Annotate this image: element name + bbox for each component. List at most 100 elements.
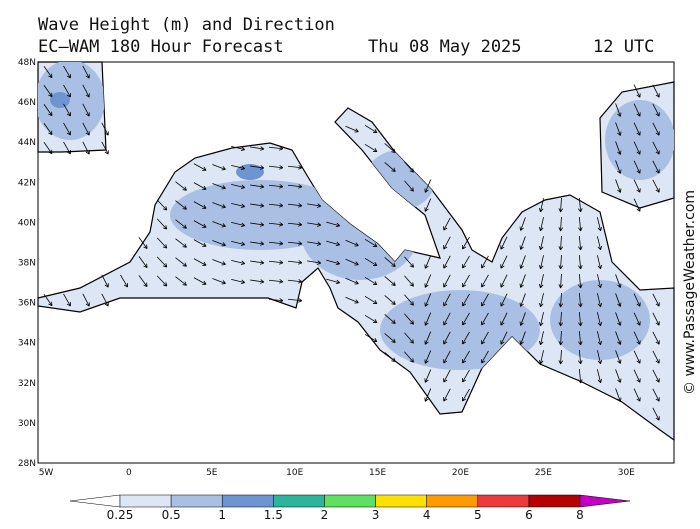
- arrow: [82, 65, 90, 79]
- arrow: [101, 122, 109, 136]
- arrow: [404, 180, 414, 192]
- arrow: [175, 276, 187, 286]
- lat-label: 48N: [18, 58, 36, 68]
- arrow: [193, 220, 207, 228]
- arrow: [652, 293, 660, 307]
- arrow: [231, 278, 246, 285]
- arrow: [63, 65, 71, 79]
- arrow: [364, 257, 378, 267]
- arrow: [384, 352, 396, 362]
- arrow: [364, 314, 378, 324]
- lon-label: 30E: [618, 468, 635, 478]
- arrow: [404, 161, 414, 173]
- arrow: [326, 278, 341, 285]
- arrow: [345, 277, 359, 285]
- arrow: [578, 330, 583, 346]
- lat-label: 30N: [18, 419, 36, 429]
- arrow: [268, 184, 284, 189]
- arrow: [120, 274, 128, 288]
- lat-label: 38N: [18, 259, 36, 269]
- arrow: [652, 388, 660, 402]
- colorbar-label: 1: [218, 508, 226, 522]
- arrow: [578, 311, 583, 327]
- arrow: [462, 274, 470, 288]
- arrow: [462, 312, 470, 326]
- arrow: [481, 255, 489, 269]
- arrow: [558, 273, 564, 289]
- colorbar-label: 2: [321, 508, 329, 522]
- arrow: [462, 369, 470, 383]
- arrow: [596, 217, 603, 232]
- arrow: [193, 163, 207, 171]
- arrow: [424, 388, 432, 402]
- arrow: [287, 222, 303, 227]
- arrow: [345, 239, 359, 247]
- arrow: [250, 146, 265, 151]
- arrow: [519, 331, 526, 345]
- arrow: [175, 257, 187, 267]
- arrow: [268, 241, 284, 246]
- arrow: [615, 350, 622, 364]
- arrow: [538, 331, 544, 346]
- lat-label: 40N: [18, 218, 36, 228]
- arrow: [652, 103, 660, 117]
- arrow: [615, 369, 622, 383]
- arrow: [443, 293, 451, 307]
- arrow: [652, 369, 660, 383]
- arrow: [326, 259, 341, 266]
- arrow: [326, 240, 341, 247]
- arrow: [424, 369, 432, 383]
- arrow: [345, 258, 359, 266]
- arrow: [156, 218, 168, 230]
- arrow: [138, 256, 148, 269]
- arrow: [443, 236, 451, 250]
- arrow: [231, 145, 246, 152]
- arrow: [307, 222, 322, 227]
- arrow: [384, 295, 396, 305]
- arrow: [268, 165, 284, 170]
- arrow: [538, 255, 544, 270]
- arrow: [175, 200, 187, 210]
- arrow: [82, 122, 90, 136]
- arrow: [462, 388, 470, 402]
- arrow: [558, 254, 564, 270]
- arrow: [481, 274, 489, 288]
- wave-patch: [50, 92, 70, 108]
- colorbar-label: 5: [474, 508, 482, 522]
- arrow: [384, 333, 396, 343]
- arrow: [578, 197, 583, 213]
- arrow: [596, 274, 603, 289]
- arrow: [596, 236, 603, 251]
- arrow: [500, 274, 508, 288]
- arrow: [462, 255, 470, 269]
- arrow: [156, 237, 168, 249]
- arrow: [212, 221, 226, 228]
- arrow: [652, 407, 660, 421]
- arrow: [615, 331, 622, 345]
- arrow: [156, 199, 168, 211]
- arrow: [404, 256, 414, 268]
- arrow: [633, 179, 641, 193]
- arrow: [519, 312, 526, 326]
- arrow: [443, 255, 451, 269]
- arrow: [558, 330, 564, 346]
- arrow: [443, 369, 451, 383]
- colorbar-bin: [119, 494, 172, 508]
- arrow: [268, 222, 284, 227]
- colorbar-bin: [170, 494, 223, 508]
- arrow: [82, 84, 90, 98]
- arrow: [250, 241, 265, 246]
- arrow: [462, 331, 470, 345]
- arrow: [307, 241, 322, 246]
- arrow: [250, 184, 265, 189]
- arrow: [443, 388, 451, 402]
- arrow: [424, 274, 432, 288]
- arrow: [633, 369, 641, 383]
- arrow: [287, 184, 303, 189]
- colorbar-label: 8: [576, 508, 584, 522]
- arrow: [424, 198, 432, 212]
- lon-label: 0: [126, 468, 132, 478]
- arrow: [193, 277, 207, 285]
- arrow: [156, 275, 168, 287]
- arrow: [250, 279, 265, 284]
